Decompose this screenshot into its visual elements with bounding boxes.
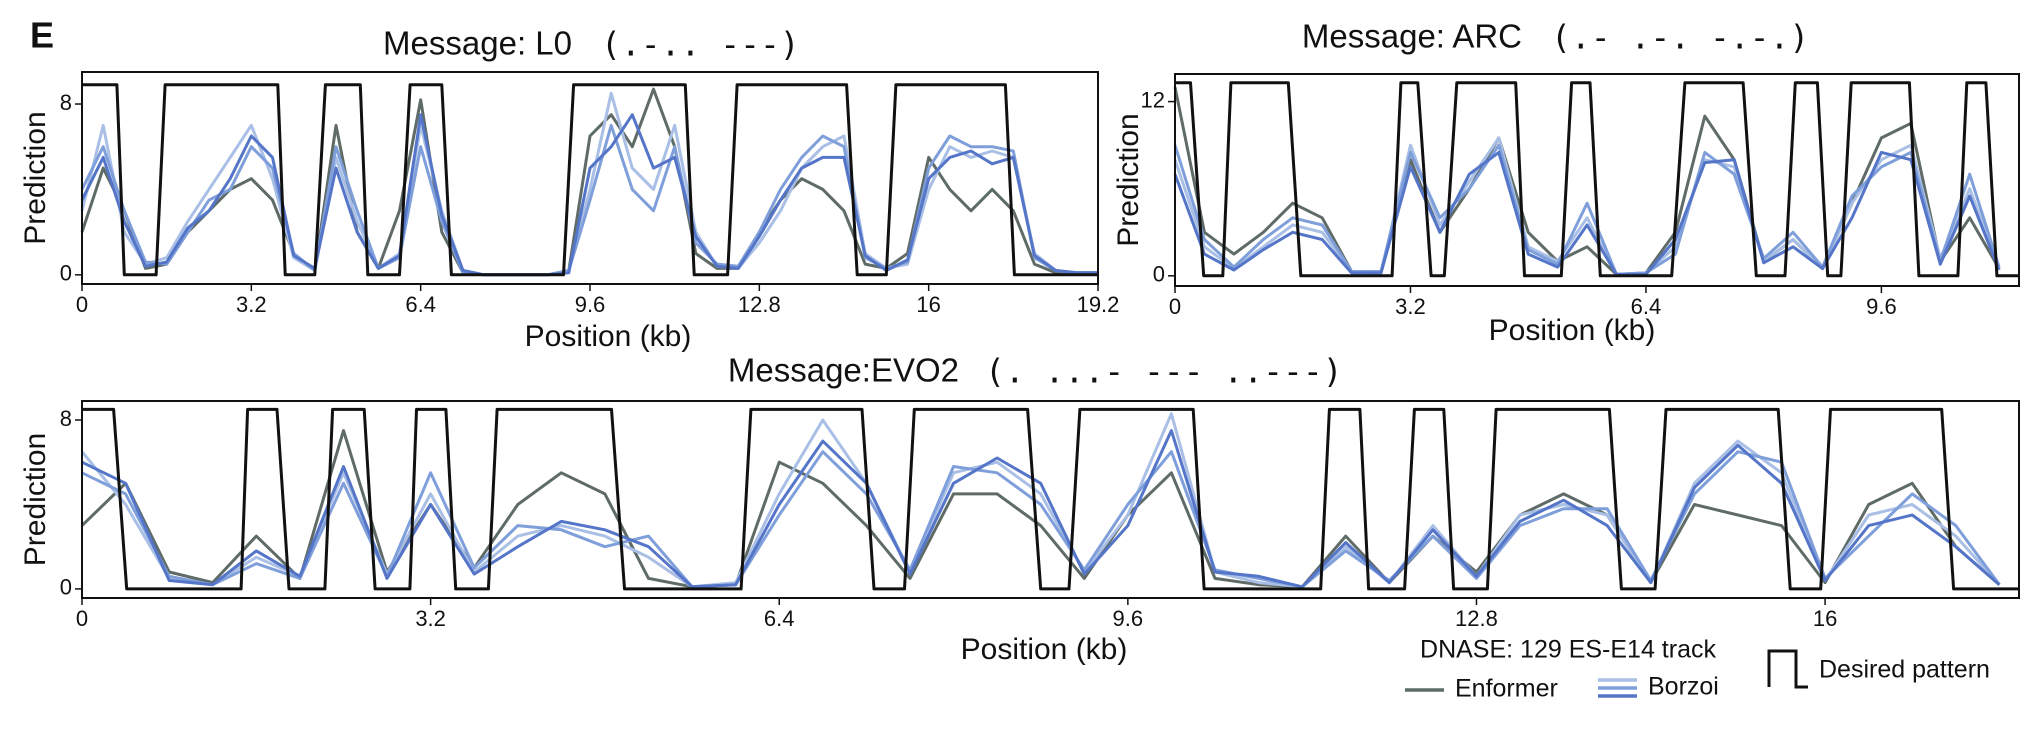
y-tick-label: 8	[60, 406, 72, 431]
y-axis-label: Prediction	[19, 433, 52, 566]
x-tick-label: 0	[1169, 294, 1181, 319]
prediction-line	[80, 113, 1098, 277]
chart-subtitle: (.- .-. -.-.)	[1551, 18, 1809, 57]
x-axis-label: Position (kb)	[961, 633, 1128, 666]
y-tick-label: 0	[60, 261, 72, 286]
x-tick-label: 19.2	[1077, 292, 1120, 317]
pattern-line	[82, 407, 2019, 591]
prediction-line	[81, 429, 2001, 589]
y-tick-label: 8	[60, 90, 72, 115]
chart-subtitle: (.-.. ---)	[601, 25, 800, 64]
legend-label: Desired pattern	[1819, 656, 1990, 684]
prediction-line	[1173, 86, 2001, 276]
x-tick-label: 6.4	[1631, 294, 1662, 319]
y-tick-label: 0	[1153, 262, 1165, 287]
legend-label: Borzoi	[1648, 673, 1719, 701]
prediction-line	[80, 123, 1098, 277]
prediction-line	[1173, 143, 2001, 276]
prediction-line	[1173, 150, 2001, 276]
x-tick-label: 12.8	[738, 292, 781, 317]
plot-frame	[81, 71, 1099, 285]
chart-subtitle: (. ...- --- ..---)	[985, 352, 1343, 391]
chart-title: Message:EVO2	[728, 352, 959, 389]
x-tick-label: 3.2	[236, 292, 267, 317]
y-axis-label: Prediction	[19, 111, 52, 244]
legend-title: DNASE: 129 ES-E14 track	[1420, 636, 1716, 664]
x-tick-label: 9.6	[1113, 606, 1144, 631]
x-tick-label: 9.6	[575, 292, 606, 317]
legend-label: Enformer	[1455, 675, 1558, 703]
prediction-line	[80, 91, 1098, 277]
y-tick-label: 12	[1141, 87, 1165, 112]
pattern-line	[82, 83, 1098, 277]
x-tick-label: 3.2	[1395, 294, 1426, 319]
prediction-line	[80, 87, 1098, 277]
x-tick-label: 0	[76, 292, 88, 317]
legend-swatch	[1767, 649, 1808, 689]
y-tick-label: 0	[60, 575, 72, 600]
chart-title: Message: ARC	[1302, 18, 1522, 55]
pattern-line	[1175, 81, 2019, 278]
x-tick-label: 16	[916, 292, 940, 317]
x-tick-label: 12.8	[1455, 606, 1498, 631]
y-axis-label: Prediction	[1112, 113, 1145, 246]
prediction-line	[1173, 136, 2001, 276]
panel-label: E	[30, 15, 54, 56]
plot-frame	[81, 400, 2020, 599]
x-tick-label: 9.6	[1866, 294, 1897, 319]
chart-title: Message: L0	[383, 25, 572, 62]
x-axis-label: Position (kb)	[525, 320, 692, 353]
x-tick-label: 3.2	[415, 606, 446, 631]
x-tick-label: 16	[1813, 606, 1837, 631]
plot-frame	[1174, 73, 2020, 287]
x-tick-label: 0	[76, 606, 88, 631]
x-tick-label: 6.4	[405, 292, 436, 317]
x-tick-label: 6.4	[764, 606, 795, 631]
x-axis-label: Position (kb)	[1489, 314, 1656, 347]
